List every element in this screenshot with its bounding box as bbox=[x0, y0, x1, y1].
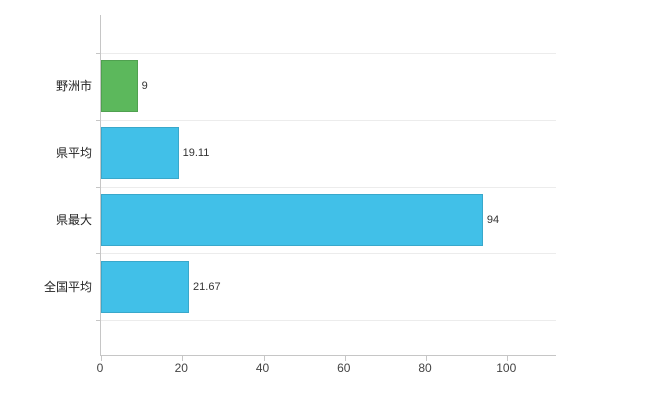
category-label: 県平均 bbox=[55, 146, 92, 161]
y-axis-tick bbox=[96, 320, 101, 321]
value-label: 94 bbox=[486, 213, 500, 226]
bar-2 bbox=[101, 193, 483, 246]
gridline bbox=[101, 253, 556, 255]
x-axis-tick-label: 40 bbox=[255, 361, 270, 375]
gridline bbox=[101, 186, 556, 188]
bar-1 bbox=[101, 127, 179, 180]
category-label: 県最大 bbox=[55, 212, 92, 227]
gridline bbox=[101, 320, 556, 321]
category-label: 野洲市 bbox=[55, 79, 92, 94]
bar-3 bbox=[101, 260, 190, 313]
x-axis-tick-label: 60 bbox=[337, 361, 351, 375]
x-axis-tick-label: 80 bbox=[418, 361, 432, 375]
x-axis-tick bbox=[426, 356, 427, 361]
bar-0 bbox=[101, 60, 138, 113]
plot-area: 9 19.11 94 21.67 bbox=[96, 15, 556, 361]
value-label: 21.67 bbox=[193, 280, 221, 293]
x-axis-tick bbox=[101, 356, 102, 361]
x-axis-tick bbox=[344, 356, 346, 361]
category-label: 全国平均 bbox=[43, 279, 92, 294]
value-label: 9 bbox=[141, 80, 148, 93]
x-axis-tick bbox=[263, 356, 265, 361]
y-axis-tick bbox=[96, 186, 101, 188]
y-axis-tick bbox=[96, 253, 101, 255]
x-axis-tick bbox=[182, 356, 184, 361]
value-label: 19.11 bbox=[182, 147, 210, 160]
gridline bbox=[101, 119, 556, 121]
x-axis-tick-label: 0 bbox=[96, 361, 104, 375]
gridline bbox=[101, 53, 556, 54]
x-axis-tick-label: 20 bbox=[174, 361, 188, 375]
y-axis-tick bbox=[96, 119, 101, 121]
x-axis-tick-label: 100 bbox=[496, 361, 517, 375]
y-axis-tick bbox=[96, 53, 101, 54]
x-axis-tick bbox=[507, 356, 509, 361]
